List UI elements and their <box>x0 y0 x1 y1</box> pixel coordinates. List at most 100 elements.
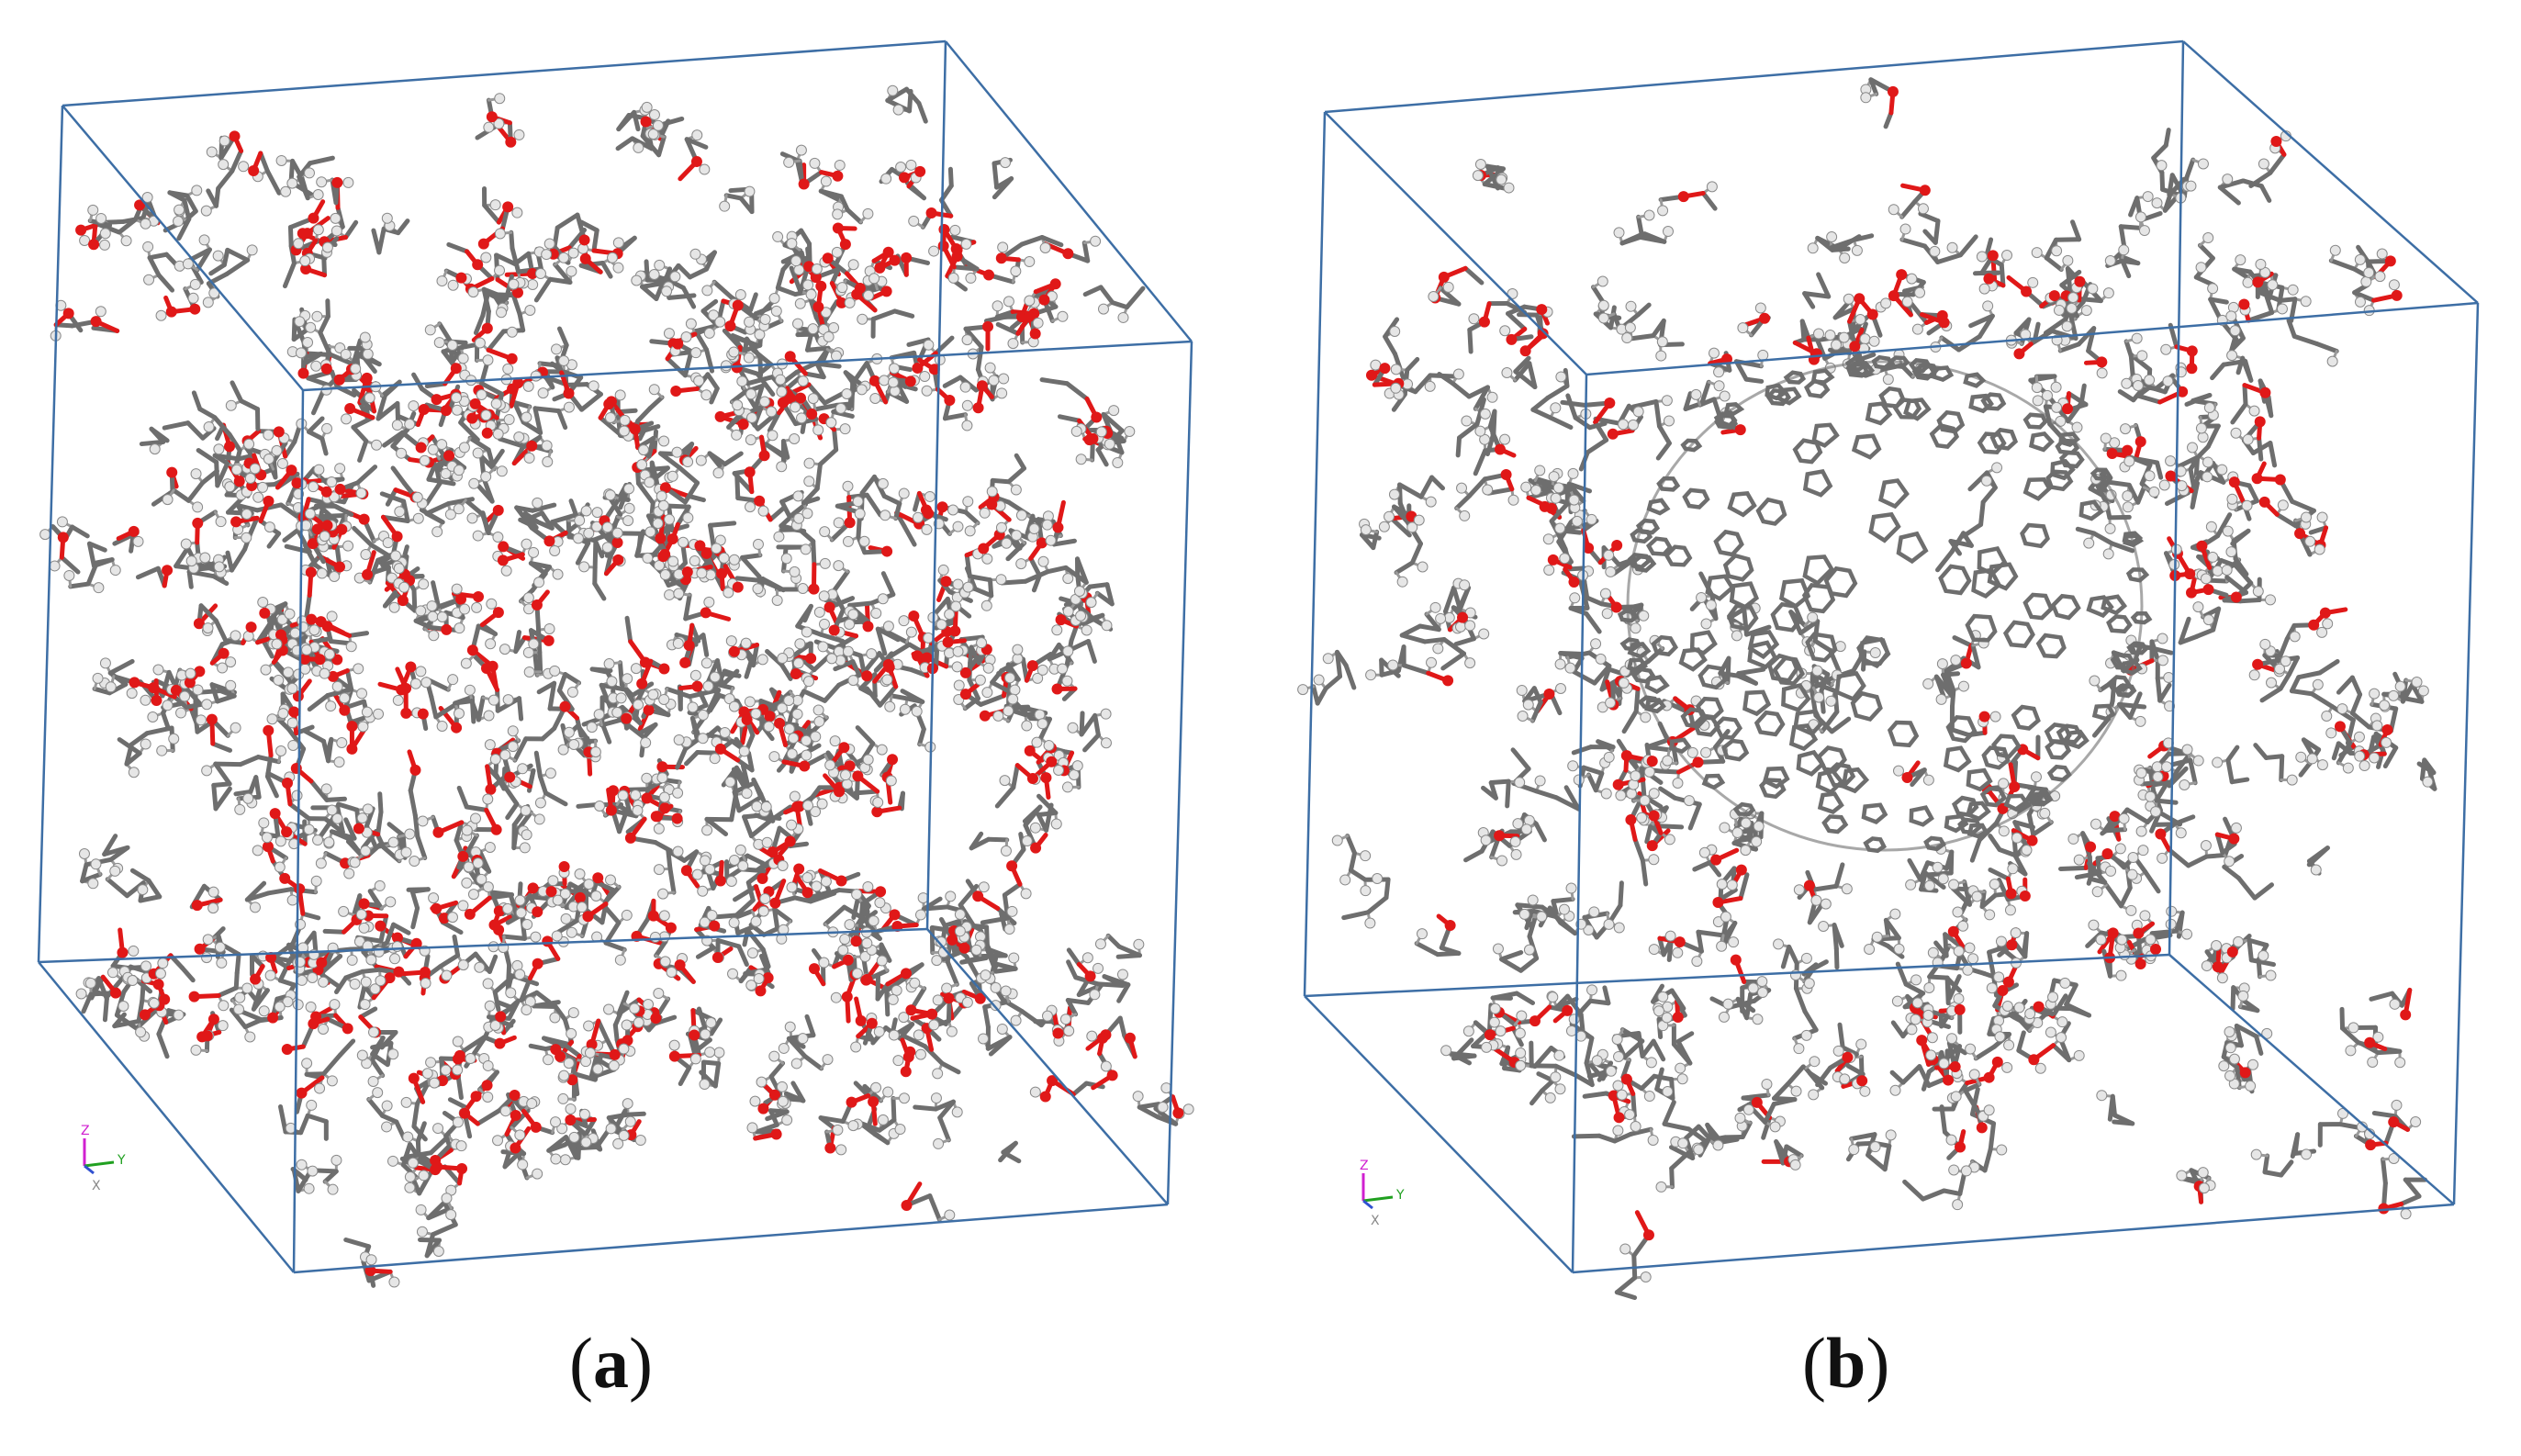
hydrogen-atom <box>460 657 472 669</box>
hydrogen-atom <box>275 745 287 756</box>
bond <box>298 1113 310 1136</box>
hydrogen-atom <box>792 657 804 669</box>
hydrogen-atom <box>252 491 264 503</box>
hydrogen-atom <box>400 846 412 858</box>
oxygen-atom <box>754 495 766 507</box>
hydrogen-atom <box>329 570 341 582</box>
hydrogen-atom <box>961 996 973 1008</box>
oxygen-atom <box>502 201 514 213</box>
hydrogen-atom <box>162 494 174 506</box>
hydrogen-atom <box>230 722 241 734</box>
oxygen-atom <box>456 1163 468 1175</box>
hydrogen-atom <box>218 159 230 171</box>
hydrogen-atom <box>404 419 416 431</box>
hydrogen-atom <box>794 638 806 650</box>
oxygen-atom <box>832 222 844 234</box>
oxygen-atom <box>485 783 497 795</box>
oxygen-atom <box>290 763 302 775</box>
hydrogen-atom <box>809 157 821 169</box>
bond <box>167 190 187 203</box>
oxygen-atom <box>457 850 469 862</box>
hydrogen-atom <box>517 1159 529 1170</box>
hydrogen-atom <box>312 834 324 846</box>
oxygen-atom <box>391 932 403 944</box>
bond <box>705 658 721 685</box>
hydrogen-atom <box>767 430 779 442</box>
bond <box>553 1004 567 1022</box>
oxygen-atom <box>815 280 827 292</box>
bond <box>793 417 819 427</box>
bond <box>1073 975 1101 987</box>
oxygen-atom <box>901 252 913 263</box>
bond <box>310 389 326 416</box>
bond <box>242 1018 263 1030</box>
bond <box>846 382 857 411</box>
hydrogen-atom <box>241 508 252 520</box>
hydrogen-atom <box>457 353 469 364</box>
hydrogen-atom <box>995 521 1007 533</box>
bond <box>487 954 499 974</box>
bond <box>255 988 270 1005</box>
hydrogen-atom <box>833 517 845 529</box>
bond <box>324 796 347 802</box>
oxygen-atom <box>943 992 955 1004</box>
hydrogen-atom <box>999 775 1011 787</box>
hydrogen-atom <box>614 954 626 966</box>
hydrogen-atom <box>242 792 254 804</box>
hydrogen-atom <box>480 471 492 483</box>
bond <box>410 905 420 930</box>
bond <box>700 298 719 314</box>
oxygen-atom <box>430 1164 442 1176</box>
hydrogen-atom <box>238 161 250 173</box>
hydrogen-atom <box>844 618 856 630</box>
hydrogen-atom <box>990 981 1002 993</box>
hydrogen-atom <box>723 693 735 705</box>
bond <box>802 1054 824 1071</box>
bond <box>682 350 694 378</box>
hydrogen-atom <box>623 502 635 514</box>
hydrogen-atom <box>417 815 429 827</box>
hydrogen-atom <box>803 476 815 487</box>
bond <box>808 890 837 904</box>
bond <box>390 427 410 449</box>
bond <box>1002 892 1011 921</box>
bond <box>963 510 980 526</box>
bond <box>196 448 219 465</box>
bond <box>366 1097 385 1118</box>
bond <box>329 829 353 842</box>
bond <box>140 198 151 220</box>
bond <box>665 356 688 378</box>
hydrogen-atom <box>937 564 949 576</box>
oxygen-atom <box>194 943 206 955</box>
oxygen-atom <box>986 498 998 510</box>
hydrogen-atom <box>801 508 813 520</box>
hydrogen-atom <box>202 297 214 308</box>
bond <box>179 965 196 983</box>
oxygen-atom <box>900 968 912 980</box>
hydrogen-atom <box>996 387 1008 399</box>
oxygen-atom <box>959 666 971 678</box>
bond <box>603 905 622 925</box>
bond <box>801 486 820 506</box>
hydrogen-atom <box>745 434 756 446</box>
bond <box>859 474 878 496</box>
hydrogen-atom <box>218 135 230 147</box>
hydrogen-atom <box>252 845 263 857</box>
oxygen-atom <box>362 568 374 580</box>
hydrogen-atom <box>521 538 532 550</box>
oxygen-atom <box>279 872 291 884</box>
hydrogen-atom <box>981 553 993 565</box>
oxygen-atom <box>408 1072 420 1084</box>
bond <box>843 370 857 387</box>
hydrogen-atom <box>988 375 1000 386</box>
hydrogen-atom <box>532 497 543 509</box>
bond <box>1117 1015 1127 1038</box>
hydrogen-atom <box>709 671 721 683</box>
bond <box>426 462 438 482</box>
bond <box>652 429 659 454</box>
bond <box>185 480 206 503</box>
hydrogen-atom <box>452 1036 464 1047</box>
bond <box>975 344 984 372</box>
hydrogen-atom <box>847 1120 859 1132</box>
